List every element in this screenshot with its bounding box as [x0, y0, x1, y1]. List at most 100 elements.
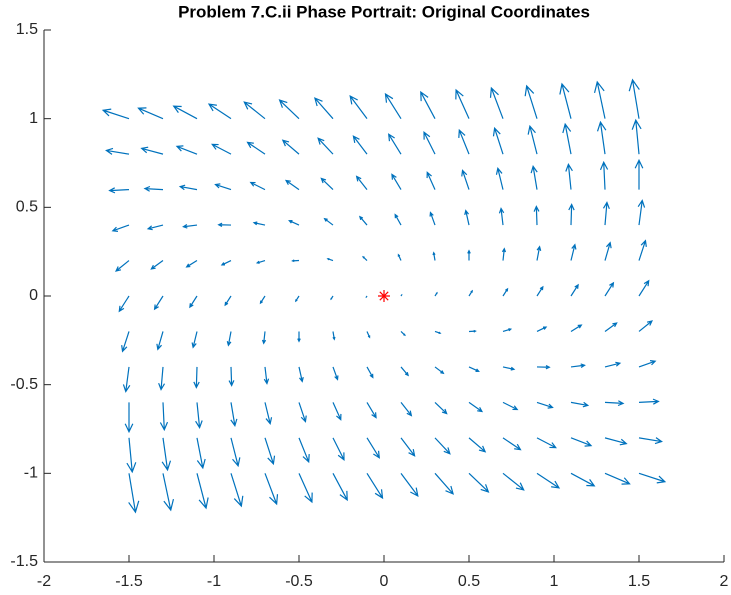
- arrow: [602, 201, 610, 226]
- arrow: [536, 401, 554, 409]
- arrow: [196, 437, 206, 470]
- arrow: [461, 169, 470, 190]
- arrow: [434, 291, 438, 297]
- arrow: [570, 324, 583, 332]
- arrow: [217, 222, 232, 227]
- arrow: [264, 473, 279, 506]
- x-tick-label: -0.5: [285, 573, 313, 590]
- arrow: [628, 78, 640, 119]
- arrow: [468, 289, 473, 297]
- arrow: [264, 437, 276, 466]
- arrow: [570, 437, 593, 447]
- arrow: [352, 135, 368, 155]
- arrow: [468, 472, 490, 493]
- arrow: [263, 366, 270, 385]
- arrow: [498, 207, 505, 226]
- arrow: [111, 224, 130, 232]
- arrow: [366, 331, 371, 339]
- arrow: [195, 402, 203, 430]
- arrow: [570, 243, 577, 261]
- arrow: [243, 101, 266, 120]
- arrow: [501, 247, 507, 261]
- arrow: [638, 398, 660, 405]
- arrow: [156, 331, 164, 351]
- arrow: [121, 331, 130, 353]
- arrow: [150, 260, 164, 270]
- arrow: [604, 472, 631, 485]
- arrow: [502, 401, 519, 411]
- x-tick-label: 1: [550, 573, 559, 590]
- arrow: [230, 437, 241, 468]
- arrow: [349, 94, 368, 120]
- arrow: [332, 331, 336, 341]
- arrow: [143, 185, 164, 192]
- arrow: [536, 326, 548, 333]
- arrow: [317, 137, 334, 155]
- arrow: [638, 239, 647, 261]
- arrow: [593, 80, 606, 119]
- arrow: [400, 402, 413, 417]
- arrow: [391, 173, 402, 190]
- arrow: [397, 253, 402, 261]
- x-tick-label: 0.5: [458, 573, 480, 590]
- arrow: [366, 473, 384, 500]
- arrow: [323, 217, 334, 226]
- arrow: [185, 260, 198, 268]
- arrow: [118, 295, 130, 313]
- arrow: [429, 211, 436, 226]
- arrow: [295, 295, 300, 303]
- arrow: [211, 143, 232, 155]
- arrow: [297, 331, 301, 343]
- arrow: [638, 472, 667, 484]
- arrow: [400, 472, 419, 498]
- x-tick-label: -1: [207, 573, 221, 590]
- arrow: [115, 260, 130, 272]
- arrow: [638, 360, 657, 368]
- y-tick-label: 1.5: [16, 21, 38, 38]
- arrow: [158, 366, 166, 391]
- arrow: [426, 171, 436, 190]
- arrow: [220, 259, 232, 266]
- arrow: [298, 473, 313, 504]
- arrow: [388, 133, 402, 155]
- arrow: [366, 437, 380, 459]
- arrow: [101, 108, 130, 120]
- arrow: [455, 88, 470, 119]
- arrow: [230, 402, 238, 428]
- arrow: [128, 473, 140, 514]
- arrow: [159, 402, 169, 432]
- arrow: [366, 366, 374, 379]
- arrow: [568, 203, 575, 226]
- arrow: [320, 177, 334, 191]
- arrow: [332, 402, 342, 421]
- arrow: [604, 322, 618, 332]
- arrow: [458, 128, 470, 155]
- arrow: [599, 160, 609, 190]
- arrow: [468, 437, 487, 453]
- arrow: [468, 366, 480, 372]
- arrow: [178, 184, 198, 191]
- arrow: [468, 401, 484, 413]
- arrow: [533, 205, 540, 226]
- arrow: [191, 331, 198, 349]
- arrow: [536, 472, 561, 489]
- arrow: [362, 255, 368, 261]
- x-tick-label: 1.5: [628, 573, 650, 590]
- arrow: [196, 473, 209, 510]
- arrow: [264, 402, 273, 425]
- arrow: [384, 92, 402, 119]
- arrow: [193, 366, 200, 389]
- arrow: [434, 437, 451, 455]
- arrow: [638, 320, 653, 332]
- arrow: [604, 281, 615, 297]
- arrow: [146, 224, 164, 231]
- arrow: [359, 215, 368, 226]
- arrow: [137, 107, 164, 120]
- y-tick-label: 0.5: [16, 199, 38, 216]
- arrow: [298, 402, 307, 423]
- arrow: [126, 437, 137, 474]
- arrow: [434, 401, 448, 415]
- arrow: [489, 86, 504, 119]
- arrow: [246, 141, 266, 155]
